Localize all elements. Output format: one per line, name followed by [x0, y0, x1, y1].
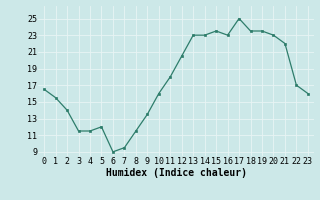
X-axis label: Humidex (Indice chaleur): Humidex (Indice chaleur)	[106, 168, 246, 178]
